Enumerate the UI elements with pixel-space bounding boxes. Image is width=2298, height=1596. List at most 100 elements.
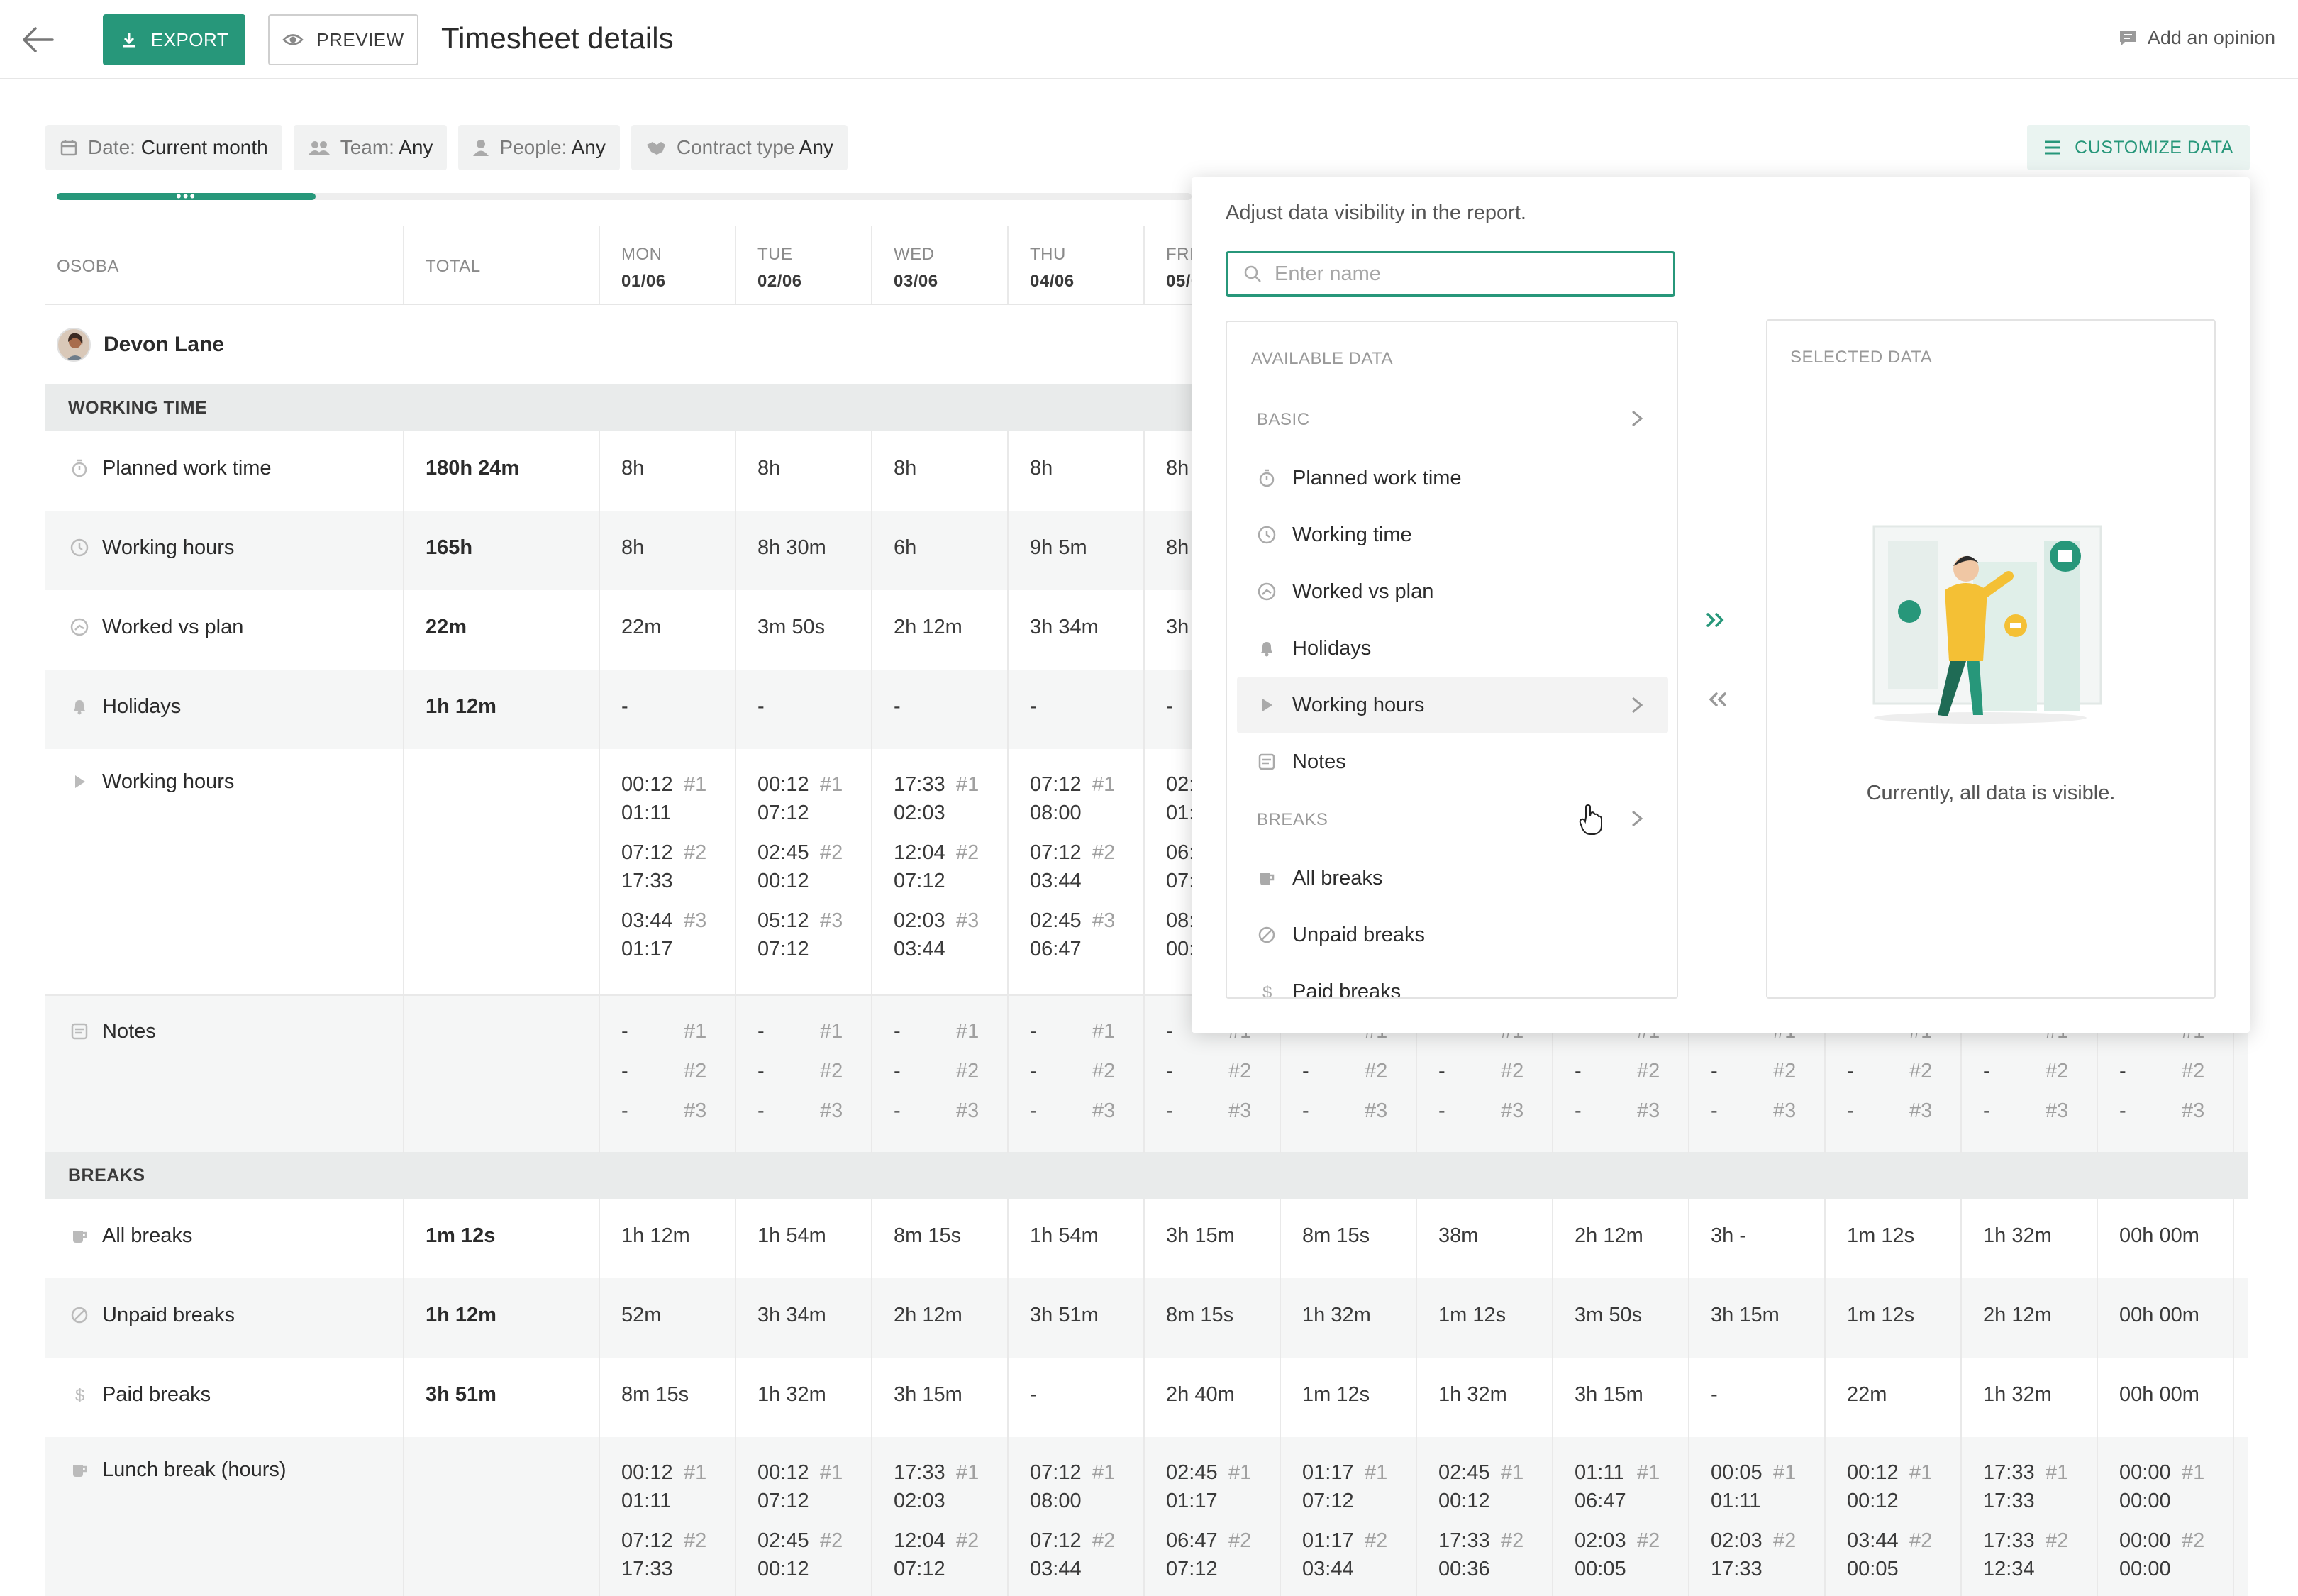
time-pair: 02:03 00:05 #2: [1575, 1526, 1688, 1595]
filter-date[interactable]: Date: Current month: [45, 125, 282, 170]
horizontal-scroll-thumb[interactable]: [57, 193, 316, 200]
day-cell: 9h 5m: [1009, 511, 1145, 590]
note-line: - #1: [621, 1012, 735, 1051]
note-number: #2: [956, 1060, 979, 1082]
move-right-icon[interactable]: [1702, 606, 1731, 634]
time-pair: 07:12 08:00 #1: [1030, 770, 1143, 838]
horizontal-scroll-track[interactable]: [57, 193, 1192, 200]
time-start: 06:47: [1166, 1529, 1218, 1552]
dollar-icon: $: [1262, 983, 1272, 997]
interval-number: #2: [956, 841, 979, 864]
day-cell: - #1 - #2 - #3: [1009, 996, 1145, 1153]
filter-people-value: Any: [571, 136, 606, 158]
note-line: - #3: [1983, 1091, 2097, 1131]
filter-contract-type[interactable]: Contract type Any: [631, 125, 848, 170]
group-header[interactable]: BASIC: [1237, 390, 1668, 450]
day-cell: 1h 32m: [1962, 1358, 2098, 1437]
time-start: 12:04: [894, 841, 945, 864]
note-number: #2: [1228, 1060, 1252, 1082]
customize-data-button[interactable]: CUSTOMIZE DATA: [2027, 125, 2250, 170]
back-arrow-icon[interactable]: [21, 24, 55, 55]
note-number: #2: [1909, 1060, 1933, 1082]
item-label: BASIC: [1257, 410, 1310, 429]
time-end: 00:36: [1438, 1558, 1490, 1580]
row-label-text: Working hours: [102, 770, 235, 793]
available-item[interactable]: Unpaid breaks: [1237, 907, 1668, 963]
day-cell: 01:11 06:47 #1 02:03 00:05 #2: [1553, 1437, 1689, 1596]
available-item[interactable]: Working time: [1237, 506, 1668, 563]
interval-number: #2: [684, 1529, 707, 1552]
available-item[interactable]: Notes: [1237, 733, 1668, 790]
day-cell: 1m 12s: [1281, 1358, 1417, 1437]
day-cell: 3m 50s: [736, 590, 872, 670]
time-start: 17:33: [1438, 1529, 1490, 1552]
day-cell: 17:33 02:03 #1 12:04 07:12 #2: [872, 1437, 1009, 1596]
time-start: 02:45: [1166, 1461, 1218, 1484]
note-value: -: [1847, 1099, 1854, 1122]
gauge-icon: [1258, 582, 1276, 601]
time-end: 12:34: [1983, 1558, 2035, 1580]
stopwatch-icon: [72, 459, 87, 477]
unpaid-icon: [1258, 926, 1275, 943]
add-opinion-link[interactable]: Add an opinion: [2118, 27, 2275, 49]
time-end: 02:03: [894, 1490, 945, 1512]
interval-number: #1: [1909, 1461, 1933, 1484]
available-item[interactable]: Holidays: [1237, 620, 1668, 677]
time-pair: 02:03 03:44 #3: [894, 907, 1007, 975]
available-item[interactable]: $ Paid breaks: [1237, 963, 1668, 998]
time-end: 00:00: [2119, 1490, 2171, 1512]
day-cell: 07:12 08:00 #1 07:12 03:44 #2 02:45 06:47 #3: [1009, 749, 1145, 994]
available-item[interactable]: Worked vs plan: [1237, 563, 1668, 620]
available-item[interactable]: All breaks: [1237, 850, 1668, 907]
day-cell: 02:45 00:12 #1 17:33 00:36 #2: [1417, 1437, 1553, 1596]
empty-state-text: Currently, all data is visible.: [1866, 782, 2116, 804]
note-number: #3: [1909, 1099, 1933, 1122]
available-item[interactable]: Working hours: [1237, 677, 1668, 733]
time-pair: 07:12 03:44 #2: [1030, 1526, 1143, 1595]
interval-number: #1: [1092, 773, 1116, 796]
interval-number: #1: [820, 773, 843, 796]
row-label-text: Lunch break (hours): [102, 1458, 287, 1481]
day-cell: 3h 15m: [1145, 1199, 1281, 1278]
day-cell: 1m 12s: [1826, 1199, 1962, 1278]
time-start: 07:12: [1030, 1461, 1082, 1484]
note-number: #3: [1092, 1099, 1116, 1122]
filter-people[interactable]: People: Any: [458, 125, 620, 170]
search-input[interactable]: [1275, 262, 1643, 286]
dollar-icon: $: [75, 1386, 84, 1404]
row-label: Lunch break (hours): [45, 1437, 404, 1596]
time-end: 01:: [1166, 802, 1195, 824]
export-button[interactable]: EXPORT: [103, 14, 245, 65]
time-pair: 02:45 00:12 #2: [757, 1526, 871, 1595]
time-start: 00:12: [757, 773, 809, 796]
move-left-icon[interactable]: [1702, 685, 1731, 714]
time-pair: 02:45 06:47 #3: [1030, 907, 1143, 975]
time-pair: 02:45 00:12 #2: [757, 838, 871, 907]
chevron-right-icon[interactable]: [1630, 810, 1644, 827]
time-start: 02:45: [1438, 1461, 1490, 1484]
col-total-header: TOTAL: [404, 226, 600, 304]
filter-team[interactable]: Team: Any: [293, 125, 448, 170]
scroll-grip-dots: •••: [176, 187, 197, 205]
note-value: -: [1030, 1060, 1037, 1082]
search-field[interactable]: [1226, 251, 1675, 297]
calendar-icon: [60, 140, 77, 156]
time-end: 08:00: [1030, 1490, 1082, 1512]
handshake-icon: [646, 142, 665, 155]
row-label-text: Worked vs plan: [102, 616, 244, 638]
group-header[interactable]: BREAKS: [1237, 790, 1668, 850]
note-number: #1: [684, 1020, 707, 1043]
row-label-text: Working hours: [102, 536, 235, 559]
chevron-right-icon[interactable]: [1630, 410, 1644, 427]
menu-lines-icon: [2045, 140, 2061, 155]
preview-button[interactable]: PREVIEW: [268, 14, 418, 65]
day-cell: 1h 32m: [736, 1358, 872, 1437]
note-number: #3: [1365, 1099, 1388, 1122]
day-cell: 01:17 07:12 #1 01:17 03:44 #2: [1281, 1437, 1417, 1596]
chevron-right-icon[interactable]: [1630, 697, 1644, 714]
available-item[interactable]: Planned work time: [1237, 450, 1668, 506]
time-pair: 17:33 00:36 #2: [1438, 1526, 1552, 1595]
note-line: - #1: [894, 1012, 1007, 1051]
time-pair: 05:12 07:12 #3: [757, 907, 871, 975]
time-start: 01:11: [1575, 1461, 1625, 1484]
